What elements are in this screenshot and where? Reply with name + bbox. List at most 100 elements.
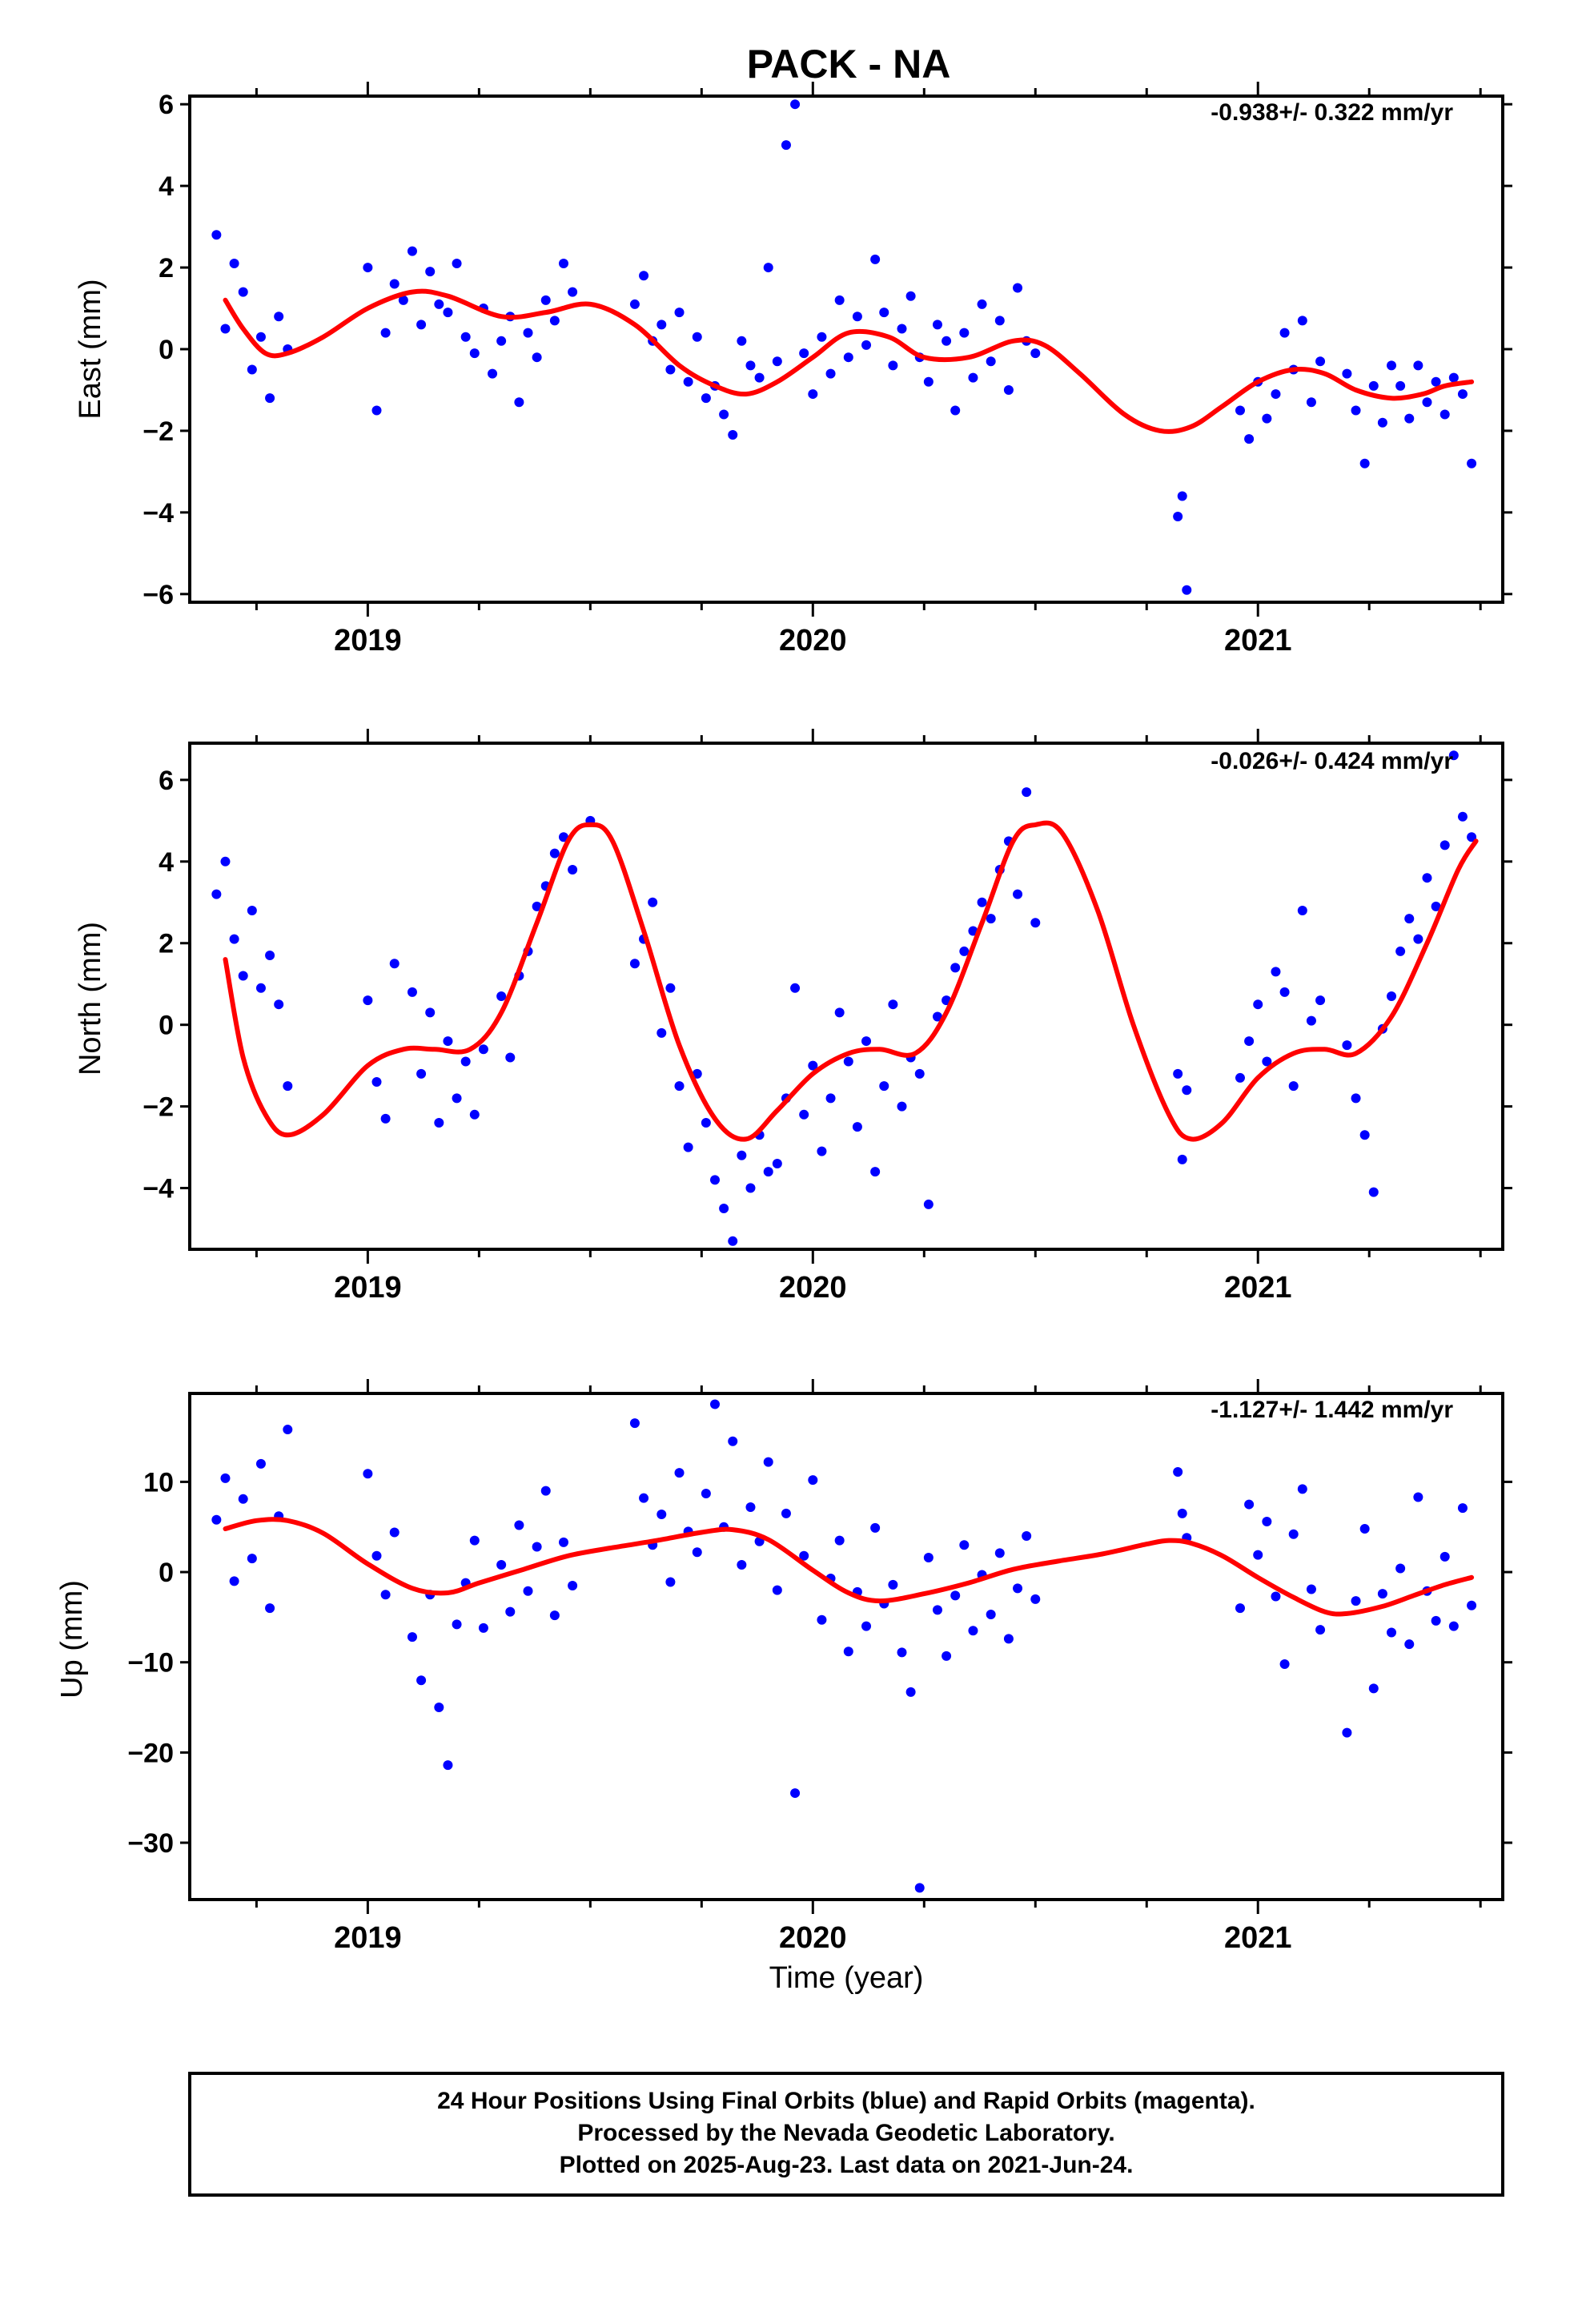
up-data-point <box>1467 1600 1477 1610</box>
east-data-point <box>1235 405 1245 416</box>
east-ytick-label: 4 <box>159 171 174 202</box>
up-data-point <box>265 1603 275 1614</box>
north-data-point <box>229 934 239 944</box>
up-data-point <box>728 1436 738 1446</box>
up-data-point <box>994 1548 1005 1558</box>
north-data-point <box>283 1081 293 1092</box>
north-ytick-label: 6 <box>159 766 174 796</box>
north-ytick-label: 4 <box>159 847 174 878</box>
up-data-point <box>1262 1516 1272 1526</box>
up-data-point <box>1439 1551 1450 1562</box>
east-data-point <box>523 328 533 338</box>
up-rate-label: -1.127+/- 1.442 mm/yr <box>1211 1397 1453 1423</box>
north-data-point <box>505 1052 516 1063</box>
east-data-point <box>808 389 818 400</box>
east-rate-label: -0.938+/- 0.322 mm/yr <box>1211 99 1453 126</box>
east-data-point <box>825 368 836 379</box>
east-data-point <box>443 308 453 318</box>
east-data-point <box>817 332 827 342</box>
east-data-point <box>994 316 1005 326</box>
up-data-point <box>532 1542 542 1552</box>
north-data-point <box>1271 967 1281 977</box>
up-data-point <box>639 1493 649 1503</box>
north-data-point <box>452 1093 462 1104</box>
up-data-point <box>1288 1529 1299 1539</box>
north-data-point <box>719 1204 729 1214</box>
east-data-point <box>247 364 257 375</box>
north-data-point <box>692 1068 702 1079</box>
north-data-point <box>808 1060 818 1071</box>
north-data-point <box>825 1093 836 1104</box>
east-data-point <box>843 352 853 363</box>
north-data-point <box>959 946 970 956</box>
up-data-point <box>247 1554 257 1564</box>
up-data-point <box>808 1475 818 1486</box>
north-data-point <box>817 1146 827 1156</box>
east-data-point <box>763 263 773 273</box>
up-data-point <box>986 1610 996 1620</box>
up-data-point <box>1271 1591 1281 1602</box>
north-data-point <box>1431 901 1441 911</box>
up-data-point <box>229 1576 239 1586</box>
up-data-point <box>568 1580 578 1590</box>
north-data-point <box>1013 889 1023 899</box>
east-data-point <box>1377 417 1387 428</box>
east-data-point <box>416 320 427 330</box>
north-data-point <box>363 995 373 1006</box>
up-data-point <box>211 1514 222 1525</box>
east-data-point <box>425 267 436 277</box>
up-data-point <box>905 1687 916 1697</box>
up-data-point <box>968 1626 978 1636</box>
north-data-point <box>710 1175 720 1185</box>
east-data-point <box>496 336 507 346</box>
east-data-point <box>363 263 373 273</box>
up-data-point <box>932 1605 942 1615</box>
east-data-point <box>1013 283 1023 293</box>
north-data-point <box>1182 1085 1192 1096</box>
east-data-point <box>674 308 685 318</box>
north-data-point <box>1306 1015 1316 1026</box>
north-ytick-label: 2 <box>159 929 174 959</box>
east-data-point <box>905 291 916 301</box>
east-xtick-label: 2020 <box>779 624 847 657</box>
east-data-point <box>1404 413 1415 424</box>
x-axis-label: Time (year) <box>769 1961 924 1995</box>
east-data-point <box>274 312 284 322</box>
north-data-point <box>914 1068 925 1079</box>
north-data-point <box>629 959 640 969</box>
north-data-point <box>656 1027 667 1038</box>
east-data-point <box>1271 389 1281 400</box>
north-ytick-label: −2 <box>143 1092 174 1123</box>
north-data-point <box>1288 1081 1299 1092</box>
up-data-point <box>478 1622 488 1633</box>
north-data-point <box>1439 840 1450 850</box>
north-xtick-label: 2019 <box>334 1271 402 1305</box>
north-data-point <box>532 901 542 911</box>
up-data-point <box>380 1590 391 1600</box>
north-data-point <box>772 1158 782 1168</box>
north-data-point <box>843 1056 853 1067</box>
north-data-point <box>496 991 507 1001</box>
east-ytick-label: −4 <box>143 498 174 529</box>
up-data-point <box>950 1590 961 1601</box>
east-data-point <box>265 393 275 404</box>
north-data-point <box>265 951 275 961</box>
north-data-point <box>549 848 560 858</box>
up-data-point <box>1244 1499 1255 1510</box>
east-data-point <box>1306 397 1316 408</box>
east-data-point <box>1297 316 1307 326</box>
east-data-point <box>558 258 568 268</box>
up-data-point <box>1457 1503 1468 1514</box>
north-data-point <box>1368 1187 1379 1197</box>
east-data-point <box>389 279 400 289</box>
east-data-point <box>1173 511 1183 521</box>
up-ytick-label: −10 <box>127 1648 174 1679</box>
east-data-point <box>629 299 640 309</box>
north-data-point <box>1297 905 1307 915</box>
north-data-point <box>371 1077 382 1088</box>
up-data-point <box>1235 1603 1245 1614</box>
up-data-point <box>434 1703 444 1713</box>
east-data-point <box>488 368 498 379</box>
up-data-point <box>1297 1484 1307 1494</box>
